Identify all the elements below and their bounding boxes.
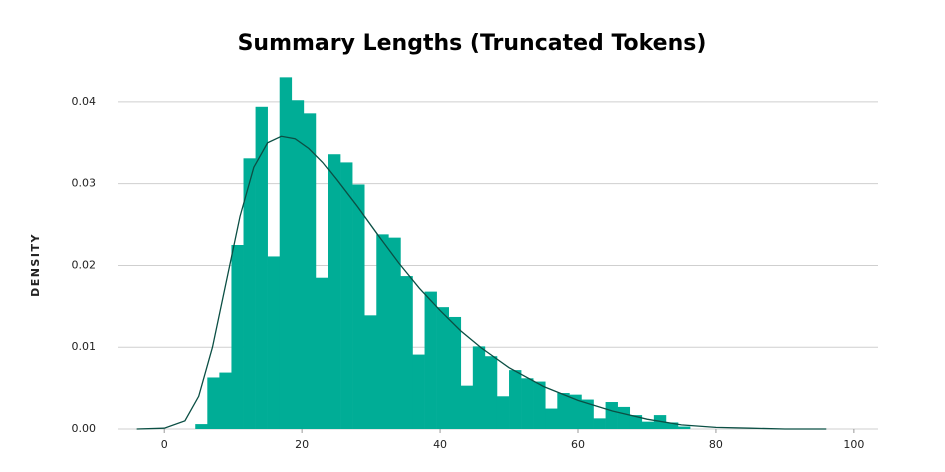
bar (496, 396, 510, 429)
bar (328, 154, 341, 429)
bar (255, 106, 268, 429)
y-tick-label: 0.02 (72, 258, 97, 271)
bar (593, 418, 606, 429)
bar (207, 377, 220, 429)
bar (340, 162, 353, 429)
bar (291, 100, 305, 430)
y-axis-label: DENSITY (29, 233, 42, 297)
bar (581, 399, 594, 429)
bar (629, 415, 643, 429)
bar (605, 402, 618, 429)
bar (400, 276, 413, 429)
y-tick-label: 0.03 (72, 177, 97, 190)
bar (279, 77, 293, 429)
bar (653, 415, 667, 429)
bar (509, 370, 522, 429)
bar (569, 394, 582, 429)
bar (231, 245, 244, 429)
x-tick-label: 0 (161, 438, 168, 451)
bar (665, 422, 679, 429)
bar (303, 113, 317, 430)
bar (219, 372, 232, 429)
density-curve (136, 135, 827, 430)
y-tick-label: 0.01 (72, 340, 97, 353)
bar (533, 381, 546, 429)
x-tick-label: 40 (433, 438, 447, 451)
bar (195, 424, 208, 429)
bar (267, 256, 281, 429)
y-tick-label: 0.00 (72, 422, 97, 435)
y-tick-label: 0.04 (72, 95, 97, 108)
bar (484, 356, 498, 429)
bar (243, 158, 256, 429)
x-tick-label: 100 (843, 438, 864, 451)
bar (641, 421, 655, 429)
bar (352, 184, 365, 429)
bar (448, 316, 462, 429)
bar (315, 277, 329, 429)
bar (460, 385, 474, 429)
bar (424, 291, 437, 429)
bar (388, 237, 401, 429)
bar (521, 378, 534, 429)
chart-title: Summary Lengths (Truncated Tokens) (238, 31, 707, 56)
x-tick-label: 60 (571, 438, 585, 451)
bar (436, 307, 449, 429)
bar (617, 406, 631, 429)
bar (557, 393, 570, 429)
x-tick-label: 80 (709, 438, 723, 451)
bar (678, 426, 691, 429)
bar (545, 408, 558, 429)
bar (376, 234, 389, 429)
bar (364, 315, 377, 429)
bar (412, 354, 425, 429)
x-tick-label: 20 (295, 438, 309, 451)
bar (472, 346, 486, 429)
